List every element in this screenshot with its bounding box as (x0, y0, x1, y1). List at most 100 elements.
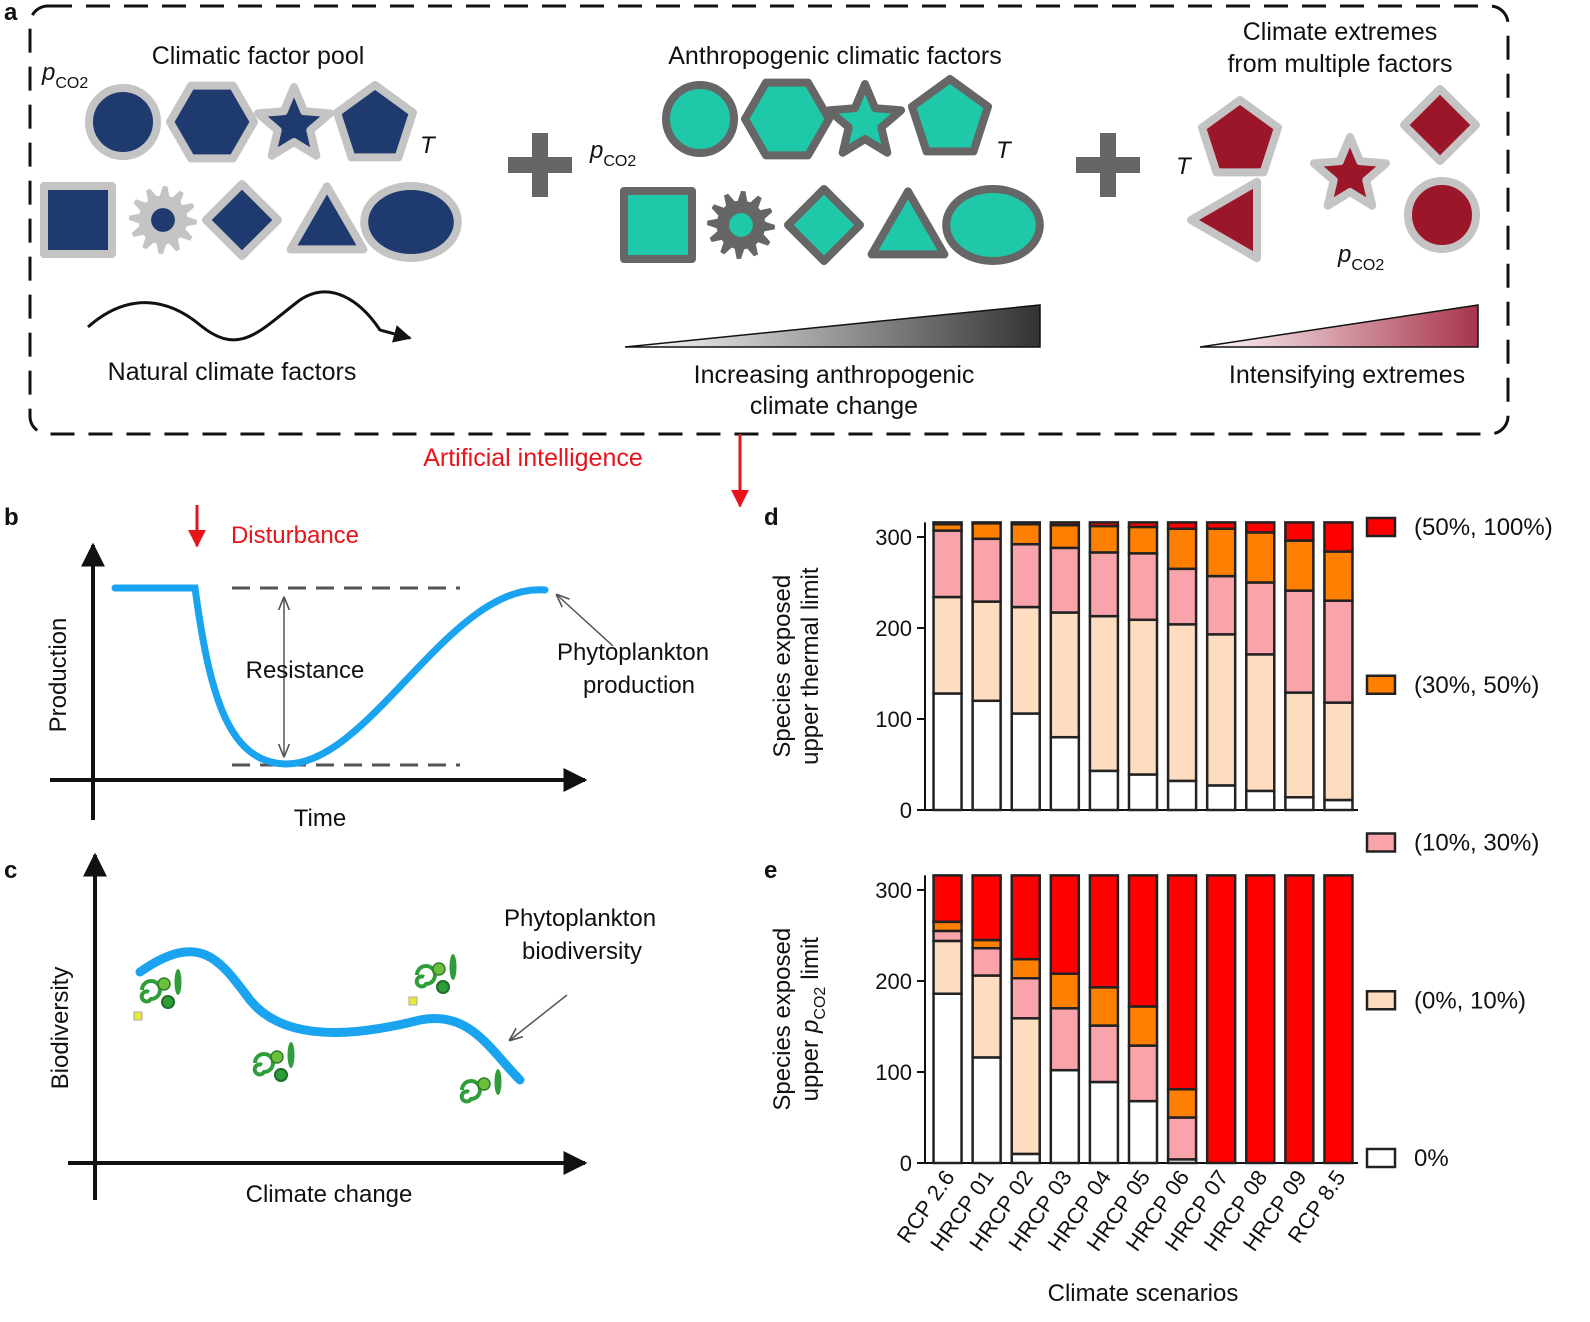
frame (28, 4, 1510, 436)
shape (333, 81, 417, 162)
bar-segment (1088, 551, 1120, 618)
caption: climate change (750, 392, 918, 420)
bar-segment (971, 699, 1002, 812)
axis-label: Production (45, 618, 72, 733)
symbol: T (996, 137, 1013, 164)
bar-segment (1049, 523, 1081, 550)
axis-label: upper thermal limit (797, 567, 824, 765)
shape (253, 83, 335, 160)
legend-label: (30%, 50%) (1414, 672, 1539, 699)
bar-segment (1323, 798, 1354, 812)
icon (449, 954, 457, 980)
bar-segment (1049, 611, 1081, 739)
legend-label: (0%, 10%) (1414, 987, 1526, 1014)
axis-label: upper pCO2 limit (797, 937, 829, 1102)
shape (1309, 133, 1391, 210)
bar-segment (1088, 614, 1120, 773)
bar-segment (1088, 521, 1120, 528)
bar-segment (1166, 527, 1198, 571)
bar-segment (932, 529, 963, 599)
bar-segment (1205, 527, 1237, 578)
panel-label: b (4, 504, 19, 531)
panel-label: d (764, 504, 779, 531)
bar-segment (1323, 550, 1354, 602)
title: from multiple factors (1227, 50, 1452, 78)
bar-segment (932, 874, 963, 924)
bar-segment (1010, 874, 1041, 961)
shape (85, 84, 161, 160)
annotation: Phytoplankton (504, 905, 656, 932)
panel-label: e (764, 857, 777, 884)
bar-segment (1010, 1152, 1041, 1165)
symbol: CO2 (1351, 257, 1384, 274)
bar-segment (971, 974, 1002, 1059)
bar-segment (932, 992, 963, 1165)
arrow (557, 595, 614, 647)
bar-segment (1049, 546, 1081, 614)
annotation: biodiversity (522, 938, 642, 965)
shape (824, 80, 906, 157)
bar-segment (1049, 1007, 1081, 1072)
bar-segment (971, 521, 1002, 525)
y-tick-label: 100 (875, 1060, 912, 1085)
biodiversity-curve (135, 947, 525, 1085)
bar-segment (1049, 1068, 1081, 1165)
shape (151, 208, 175, 232)
bar-segment (1049, 521, 1081, 527)
bar-segment (1088, 1024, 1120, 1084)
bar-segment (1284, 539, 1315, 592)
bar-segment (1010, 957, 1041, 980)
bar-segment (1284, 589, 1315, 694)
bar-segment (1127, 773, 1159, 812)
bar-segment (1166, 567, 1198, 626)
bar-segment (1010, 522, 1041, 546)
bar-segment (1010, 1017, 1041, 1156)
bar-segment (1127, 1005, 1159, 1047)
plus (1100, 133, 1116, 197)
icon (133, 1011, 143, 1021)
bar-segment (1127, 874, 1159, 1008)
bar-segment (1049, 735, 1081, 812)
shape (908, 75, 992, 156)
bar-segment (1205, 874, 1237, 1165)
y-tick-label: 200 (875, 616, 912, 641)
bar-segment (1323, 874, 1354, 1165)
bar-segment (1088, 986, 1120, 1027)
shape (286, 182, 368, 254)
legend-swatch (1365, 990, 1397, 1011)
caption: Increasing anthropogenic (694, 361, 975, 389)
bar-segment (1127, 525, 1159, 555)
bar-segment (932, 939, 963, 995)
bar-segment (1205, 784, 1237, 812)
title: Climatic factor pool (152, 42, 365, 70)
legend-label: 0% (1414, 1145, 1449, 1172)
shape (620, 187, 696, 263)
bar-segment (1088, 874, 1120, 989)
panel-label: a (4, 0, 18, 26)
bar-segment (1010, 605, 1041, 715)
symbol: CO2 (55, 75, 88, 92)
bar-segment (1284, 521, 1315, 542)
bar-segment (971, 600, 1002, 703)
symbol: T (1176, 153, 1193, 180)
arrow (510, 994, 568, 1040)
symbol: pCO2 (589, 137, 636, 170)
shape (1404, 177, 1480, 253)
ai-label: Artificial intelligence (423, 444, 643, 472)
shape (202, 180, 282, 260)
icon (270, 1050, 284, 1064)
bar-segment (1245, 521, 1276, 534)
bar-segment (1088, 1080, 1120, 1165)
bar-segment (1166, 1088, 1198, 1119)
bar-segment (1284, 691, 1315, 799)
shape (942, 185, 1044, 265)
bar-segment (1127, 552, 1159, 622)
bar-segment (971, 1056, 1002, 1165)
bar-segment (932, 920, 963, 933)
bar-segment (971, 946, 1002, 977)
axis-label: upper (797, 1040, 824, 1101)
icon (274, 1068, 288, 1082)
shape (784, 185, 864, 265)
bar-segment (1245, 653, 1276, 793)
